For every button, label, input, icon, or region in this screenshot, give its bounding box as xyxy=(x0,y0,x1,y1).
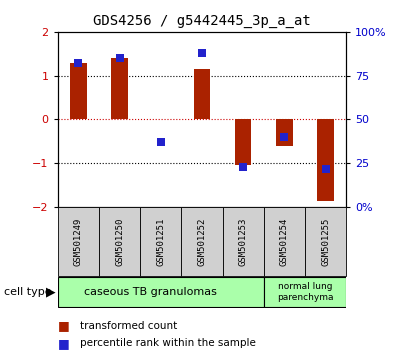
Point xyxy=(322,166,329,171)
Bar xyxy=(181,207,222,276)
Text: GSM501250: GSM501250 xyxy=(115,217,124,266)
Text: caseous TB granulomas: caseous TB granulomas xyxy=(84,287,217,297)
Bar xyxy=(235,120,252,165)
Text: cell type: cell type xyxy=(4,287,52,297)
Bar xyxy=(140,207,181,276)
Point xyxy=(158,139,164,145)
Text: percentile rank within the sample: percentile rank within the sample xyxy=(80,338,256,348)
Bar xyxy=(264,277,346,307)
Point xyxy=(75,61,82,66)
Text: GSM501251: GSM501251 xyxy=(156,217,165,266)
Bar xyxy=(58,207,99,276)
Text: ■: ■ xyxy=(58,319,70,332)
Bar xyxy=(58,277,264,307)
Text: transformed count: transformed count xyxy=(80,321,177,331)
Text: normal lung
parenchyma: normal lung parenchyma xyxy=(277,282,333,302)
Text: ■: ■ xyxy=(58,337,70,350)
Text: GSM501252: GSM501252 xyxy=(197,217,207,266)
Point xyxy=(199,50,205,56)
Bar xyxy=(276,120,293,146)
Point xyxy=(281,134,288,140)
Text: GSM501253: GSM501253 xyxy=(239,217,248,266)
Bar xyxy=(318,120,334,200)
Text: GSM501249: GSM501249 xyxy=(74,217,83,266)
Point xyxy=(116,55,123,61)
Bar xyxy=(222,207,264,276)
Bar xyxy=(305,207,346,276)
Bar xyxy=(264,207,305,276)
Text: GSM501255: GSM501255 xyxy=(321,217,330,266)
Text: ▶: ▶ xyxy=(46,286,55,298)
Bar xyxy=(70,63,87,120)
Text: GSM501254: GSM501254 xyxy=(280,217,289,266)
Bar xyxy=(152,119,169,120)
Point xyxy=(240,164,246,170)
Title: GDS4256 / g5442445_3p_a_at: GDS4256 / g5442445_3p_a_at xyxy=(93,14,311,28)
Bar xyxy=(99,207,140,276)
Bar xyxy=(111,58,128,120)
Bar xyxy=(194,69,210,120)
